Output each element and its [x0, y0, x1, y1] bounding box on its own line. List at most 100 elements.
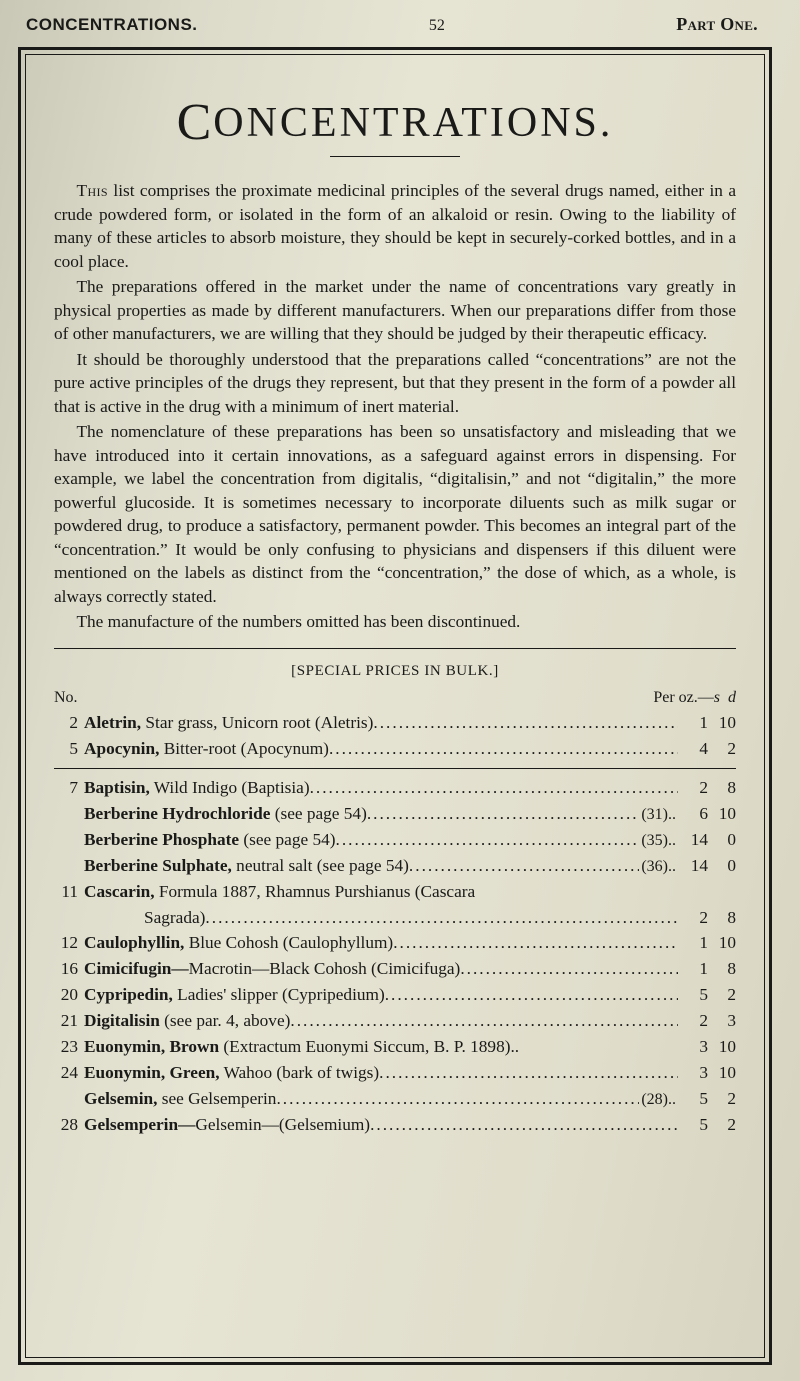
price-column-headers: No. Per oz.—s d — [54, 686, 736, 710]
row-description: Cascarin, Formula 1887, Rhamnus Purshian… — [84, 879, 736, 905]
price-row: Gelsemin, see Gelsemperin(28)..52 — [54, 1086, 736, 1112]
price-row: 5Apocynin, Bitter-root (Apocynum)42 — [54, 736, 736, 762]
title-rest: ONCENTRATIONS. — [213, 100, 613, 146]
price-row: 24Euonymin, Green, Wahoo (bark of twigs)… — [54, 1060, 736, 1086]
row-number: 28 — [54, 1112, 84, 1138]
row-name: Cascarin, — [84, 882, 155, 901]
title-initial-cap: C — [177, 94, 214, 151]
row-number: 2 — [54, 710, 84, 736]
row-shillings: 2 — [678, 775, 708, 801]
running-head-left: CONCENTRATIONS. — [26, 15, 198, 35]
row-name: Cimicifugin— — [84, 959, 189, 978]
row-name: Euonymin, Green, — [84, 1063, 220, 1082]
col-header-price: Per oz.—s d — [616, 686, 736, 710]
row-description: Berberine Hydrochloride (see page 54) — [84, 801, 639, 827]
row-pence: 2 — [708, 982, 736, 1008]
col-header-spacer — [88, 686, 616, 710]
row-number: 7 — [54, 775, 84, 801]
row-name: Gelsemperin— — [84, 1115, 195, 1134]
price-table: No. Per oz.—s d 2Aletrin, Star grass, Un… — [54, 686, 736, 1138]
row-pence: 8 — [708, 905, 736, 931]
row-description: Gelsemperin—Gelsemin—(Gelsemium) — [84, 1112, 678, 1138]
row-pence: 2 — [708, 1112, 736, 1138]
row-shillings: 2 — [678, 905, 708, 931]
row-pence: 2 — [708, 736, 736, 762]
row-description: Apocynin, Bitter-root (Apocynum) — [84, 736, 678, 762]
running-head-right: Part One. — [676, 14, 758, 35]
body-paragraph: The preparations offered in the market u… — [54, 275, 736, 346]
row-name: Aletrin, — [84, 713, 141, 732]
row-shillings: 3 — [678, 1060, 708, 1086]
row-name: Baptisin, — [84, 778, 150, 797]
section-divider — [54, 648, 736, 649]
row-number: 24 — [54, 1060, 84, 1086]
body-text: This list comprises the proximate medici… — [54, 179, 736, 634]
row-number: 5 — [54, 736, 84, 762]
row-description: Sagrada) — [84, 905, 678, 931]
row-number: 20 — [54, 982, 84, 1008]
body-paragraph: This list comprises the proximate medici… — [54, 179, 736, 273]
row-shillings: 5 — [678, 982, 708, 1008]
row-description: Cypripedin, Ladies' slipper (Cypripedium… — [84, 982, 678, 1008]
row-shillings: 14 — [678, 827, 708, 853]
price-row-continuation: Sagrada)28 — [54, 905, 736, 931]
row-divider — [54, 768, 736, 769]
row-name: Gelsemin, — [84, 1089, 157, 1108]
row-description: Euonymin, Brown (Extractum Euonymi Siccu… — [84, 1034, 678, 1060]
row-name: Berberine Hydrochloride — [84, 804, 270, 823]
row-shillings: 6 — [678, 801, 708, 827]
row-shillings: 14 — [678, 853, 708, 879]
row-description: Berberine Phosphate (see page 54) — [84, 827, 639, 853]
row-shillings: 1 — [678, 956, 708, 982]
body-paragraph: The manufacture of the numbers omitted h… — [54, 610, 736, 634]
inner-frame: CONCENTRATIONS. This list comprises the … — [25, 54, 765, 1358]
price-row: 23Euonymin, Brown (Extractum Euonymi Sic… — [54, 1034, 736, 1060]
row-pence: 10 — [708, 930, 736, 956]
price-row: 11Cascarin, Formula 1887, Rhamnus Purshi… — [54, 879, 736, 905]
row-description: Aletrin, Star grass, Unicorn root (Aletr… — [84, 710, 678, 736]
price-row: 7Baptisin, Wild Indigo (Baptisia)28 — [54, 775, 736, 801]
scanned-page: CONCENTRATIONS. 52 Part One. CONCENTRATI… — [0, 0, 800, 1381]
row-note: (36).. — [639, 855, 678, 879]
row-pence: 0 — [708, 853, 736, 879]
price-row: 20Cypripedin, Ladies' slipper (Cypripedi… — [54, 982, 736, 1008]
row-name: Cypripedin, — [84, 985, 173, 1004]
row-description: Baptisin, Wild Indigo (Baptisia) — [84, 775, 678, 801]
price-row: 2Aletrin, Star grass, Unicorn root (Alet… — [54, 710, 736, 736]
title-underline — [330, 156, 460, 157]
row-number: 23 — [54, 1034, 84, 1060]
row-pence: 10 — [708, 1060, 736, 1086]
row-name: Euonymin, Brown — [84, 1037, 219, 1056]
row-name: Caulophyllin, — [84, 933, 184, 952]
price-row: 12Caulophyllin, Blue Cohosh (Caulophyllu… — [54, 930, 736, 956]
row-pence: 10 — [708, 710, 736, 736]
row-shillings: 1 — [678, 930, 708, 956]
row-description: Berberine Sulphate, neutral salt (see pa… — [84, 853, 639, 879]
row-name: Apocynin, — [84, 739, 159, 758]
row-shillings: 2 — [678, 1008, 708, 1034]
page-title: CONCENTRATIONS. — [54, 93, 736, 152]
outer-frame: CONCENTRATIONS. This list comprises the … — [18, 47, 772, 1365]
price-row: 28Gelsemperin—Gelsemin—(Gelsemium)52 — [54, 1112, 736, 1138]
row-pence: 3 — [708, 1008, 736, 1034]
row-name: Digitalisin — [84, 1011, 160, 1030]
row-description: Cimicifugin—Macrotin—Black Cohosh (Cimic… — [84, 956, 678, 982]
row-note: (28).. — [639, 1088, 678, 1112]
row-pence: 10 — [708, 801, 736, 827]
running-head: CONCENTRATIONS. 52 Part One. — [0, 0, 800, 43]
row-number: 11 — [54, 879, 84, 905]
row-shillings: 5 — [678, 1086, 708, 1112]
row-note: (31).. — [639, 803, 678, 827]
row-shillings: 1 — [678, 710, 708, 736]
row-number: 21 — [54, 1008, 84, 1034]
body-paragraph: It should be thoroughly understood that … — [54, 348, 736, 419]
row-pence: 8 — [708, 775, 736, 801]
price-row: 16Cimicifugin—Macrotin—Black Cohosh (Cim… — [54, 956, 736, 982]
row-number: 16 — [54, 956, 84, 982]
row-pence: 8 — [708, 956, 736, 982]
row-description: Digitalisin (see par. 4, above) — [84, 1008, 678, 1034]
row-pence: 2 — [708, 1086, 736, 1112]
col-header-no: No. — [54, 686, 88, 710]
row-shillings: 3 — [678, 1034, 708, 1060]
running-head-page-number: 52 — [429, 17, 445, 35]
